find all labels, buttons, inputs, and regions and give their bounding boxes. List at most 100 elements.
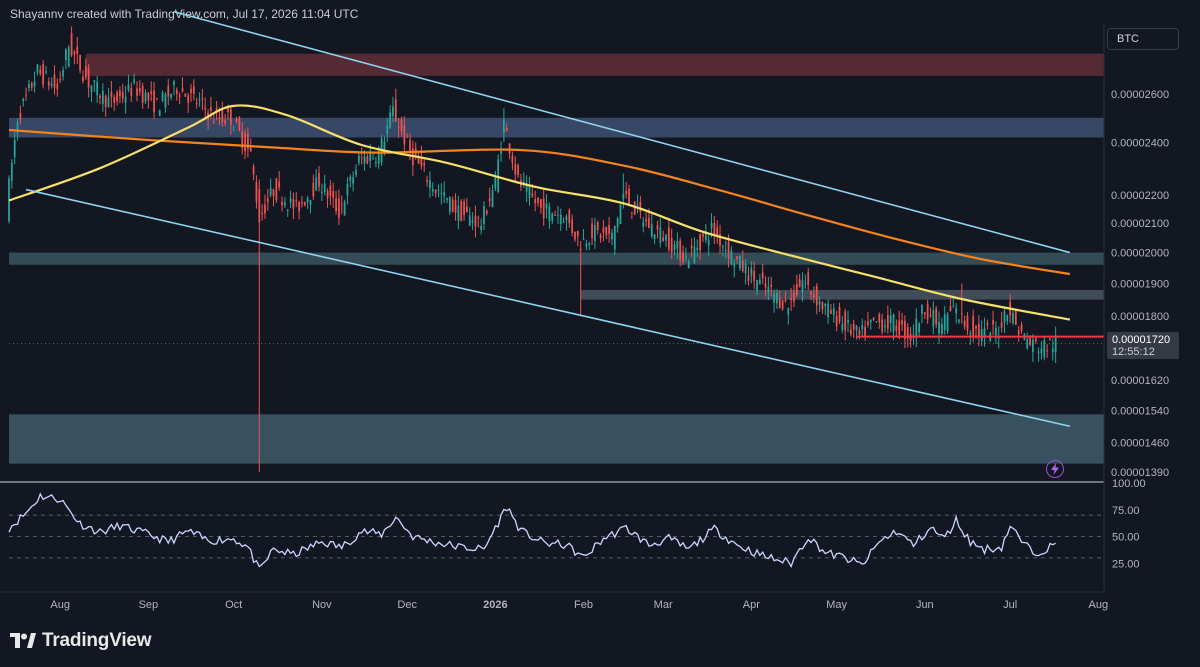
candle-up [144, 92, 147, 102]
candle-down [56, 83, 59, 90]
candle-down [784, 300, 787, 302]
candle-down [244, 133, 246, 152]
candle-down [1000, 322, 1003, 328]
candle-down [852, 323, 855, 330]
candle-up [93, 80, 96, 82]
price-tick-label: 0.00001800 [1111, 311, 1169, 323]
candle-down [844, 311, 847, 331]
rsi-tick-label: 100.00 [1112, 478, 1146, 490]
candle-up [776, 292, 778, 304]
candle-up [36, 64, 39, 73]
candle-down [215, 107, 218, 113]
price-tick-label: 0.00002200 [1111, 190, 1169, 202]
candle-down [790, 298, 793, 301]
candle-up [1026, 338, 1029, 349]
candle-up [525, 183, 528, 192]
time-tick-label: 2026 [483, 599, 507, 611]
candle-up [952, 306, 955, 308]
candle-up [622, 193, 625, 200]
candle-up [45, 71, 47, 73]
candle-down [298, 201, 300, 212]
candle-down [292, 199, 295, 209]
candle-down [699, 234, 702, 251]
candle-up [958, 319, 960, 322]
candle-down [420, 156, 423, 167]
candle-up [13, 139, 16, 158]
candle-up [440, 192, 443, 194]
tradingview-logo: TradingView [10, 630, 152, 652]
candle-down [795, 284, 798, 296]
candle-up [941, 323, 943, 334]
candle-down [662, 237, 665, 241]
candle-down [261, 212, 264, 214]
candle-up [28, 83, 30, 89]
candle-up [65, 49, 67, 61]
candle-up [980, 329, 983, 342]
candle-down [84, 66, 87, 78]
candle-down [864, 326, 866, 337]
time-tick-label: Nov [312, 599, 332, 611]
candle-down [798, 279, 801, 288]
current-price-value: 0.00001720 [1112, 334, 1171, 346]
candle-up [818, 301, 821, 305]
candle-down [474, 215, 477, 227]
candle-up [841, 324, 844, 331]
candle-down [830, 310, 832, 315]
candle-up [767, 287, 770, 293]
symbol-badge[interactable]: BTC [1107, 28, 1179, 50]
candle-down [963, 320, 966, 327]
candle-down [190, 88, 192, 93]
candle-down [212, 122, 215, 124]
rsi-grid [9, 514, 1104, 559]
lightning-icon[interactable] [1046, 460, 1064, 478]
indicator-lines [8, 11, 1104, 569]
candle-down [99, 96, 101, 99]
candle-up [545, 203, 548, 209]
candle-up [1006, 315, 1009, 321]
candle-down [39, 69, 42, 74]
rsi-tick-label: 50.00 [1112, 532, 1140, 544]
candle-down [485, 210, 488, 214]
candle-up [847, 319, 849, 323]
candle-up [429, 180, 431, 189]
candle-up [946, 314, 949, 332]
candle-down [82, 76, 84, 82]
candle-up [685, 256, 687, 259]
candle-down [628, 188, 630, 205]
candle-down [409, 139, 411, 153]
candle-down [340, 204, 343, 206]
candle-down [130, 87, 133, 96]
price-tick-label: 0.00002100 [1111, 218, 1169, 230]
candle-down [477, 217, 480, 219]
candle-down [602, 227, 605, 233]
candle-up [801, 280, 804, 293]
candle-up [827, 303, 829, 318]
candle-down [986, 323, 989, 326]
candle-down [1046, 350, 1048, 352]
candle-down [192, 86, 195, 95]
price-tick-label: 0.00002000 [1111, 248, 1169, 260]
candle-down [972, 316, 975, 337]
candle-down [238, 117, 241, 131]
candle-down [599, 234, 602, 239]
candle-down [770, 284, 773, 287]
candle-down [301, 201, 303, 204]
candle-down [554, 214, 556, 216]
candle-down [463, 201, 465, 215]
candle-down [53, 74, 56, 88]
candle-down [901, 320, 903, 325]
candle-down [539, 199, 542, 208]
candle-down [761, 272, 764, 279]
candle-down [867, 321, 869, 326]
candle-up [500, 151, 502, 154]
candle-up [611, 232, 613, 240]
candle-up [1051, 348, 1054, 353]
zone-demand [9, 414, 1104, 464]
candle-up [739, 255, 741, 269]
candle-up [588, 243, 591, 245]
candle-down [264, 204, 266, 214]
candle-down [184, 93, 187, 97]
candle-down [70, 33, 73, 56]
candle-down [505, 128, 508, 132]
